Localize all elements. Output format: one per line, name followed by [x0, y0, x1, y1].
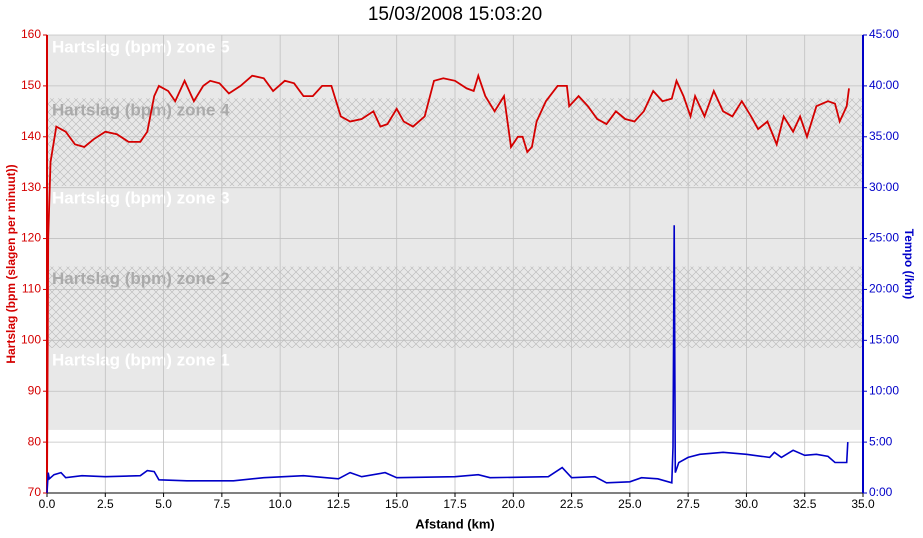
x-tick-label: 27.5	[676, 497, 700, 511]
zone-label: Hartslag (bpm) zone 2	[52, 269, 230, 288]
x-tick-label: 22.5	[560, 497, 584, 511]
y2-tick-label: 20:00	[869, 282, 899, 296]
x-tick-label: 35.0	[851, 497, 875, 511]
x-tick-label: 17.5	[443, 497, 467, 511]
y-tick-label: 160	[21, 27, 41, 41]
x-tick-label: 5.0	[155, 497, 172, 511]
y2-tick-label: 45:00	[869, 27, 899, 41]
y2-tick-label: 40:00	[869, 78, 899, 92]
y-tick-label: 140	[21, 129, 41, 143]
y2-tick-label: 10:00	[869, 383, 899, 397]
zone-label: Hartslag (bpm) zone 5	[52, 37, 230, 56]
y2-tick-label: 0:00	[869, 485, 893, 499]
x-tick-label: 10.0	[268, 497, 292, 511]
x-tick-label: 15.0	[385, 497, 409, 511]
y2-tick-label: 25:00	[869, 231, 899, 245]
y2-tick-label: 30:00	[869, 180, 899, 194]
zone-label: Hartslag (bpm) zone 4	[52, 101, 230, 120]
x-tick-label: 30.0	[735, 497, 759, 511]
y-tick-label: 130	[21, 180, 41, 194]
y-tick-label: 90	[28, 383, 42, 397]
data-line	[46, 225, 849, 494]
x-tick-label: 20.0	[502, 497, 526, 511]
y2-tick-label: 35:00	[869, 129, 899, 143]
y2-axis-label: Tempo (/km)	[902, 229, 916, 299]
zone-label: Hartslag (bpm) zone 3	[52, 189, 230, 208]
x-tick-label: 7.5	[214, 497, 231, 511]
chart-title: 15/03/2008 15:03:20	[368, 4, 542, 25]
y-tick-label: 120	[21, 231, 41, 245]
zone-label: Hartslag (bpm) zone 1	[52, 350, 230, 369]
x-tick-label: 0.0	[39, 497, 56, 511]
y-axis-label: Hartslag (bpm (slagen per minuut))	[4, 164, 18, 363]
x-tick-label: 32.5	[793, 497, 817, 511]
data-line	[46, 72, 850, 494]
x-tick-label: 2.5	[97, 497, 114, 511]
y-tick-label: 100	[21, 333, 41, 347]
x-axis-label: Afstand (km)	[415, 516, 494, 531]
y2-tick-label: 15:00	[869, 333, 899, 347]
y-tick-label: 110	[22, 282, 41, 296]
y-tick-label: 80	[28, 434, 42, 448]
y2-tick-label: 5:00	[869, 434, 893, 448]
x-tick-label: 25.0	[618, 497, 642, 511]
y-tick-label: 150	[21, 78, 41, 92]
y-tick-label: 70	[28, 485, 42, 499]
x-tick-label: 12.5	[327, 497, 351, 511]
